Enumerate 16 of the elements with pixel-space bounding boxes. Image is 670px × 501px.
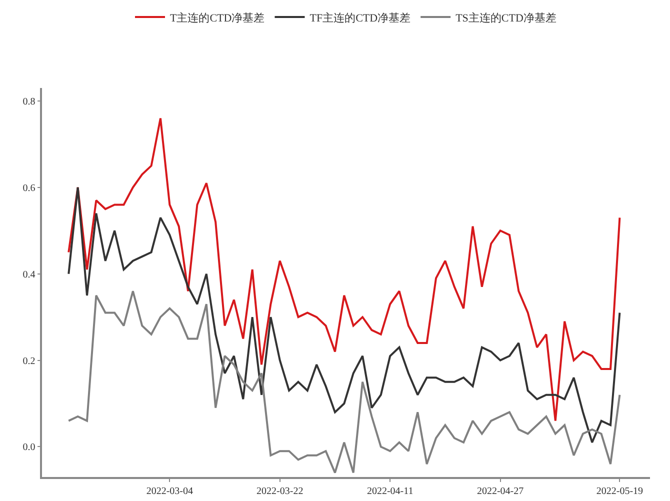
x-tick-label: 2022-05-19 <box>596 486 644 497</box>
line-series <box>68 117 621 422</box>
x-tick-label: 2022-03-22 <box>256 486 304 497</box>
legend-label: TS主连的CTD净基差 <box>456 11 556 24</box>
y-tick-label: 0.8 <box>22 96 36 108</box>
line-series <box>68 290 621 474</box>
y-tick-label: 0.4 <box>22 269 36 280</box>
legend-label: TF主连的CTD净基差 <box>310 11 411 24</box>
y-tick-label: 0.2 <box>22 356 36 367</box>
x-tick-label: 2022-04-27 <box>476 486 524 497</box>
x-tick-label: 2022-04-11 <box>366 486 414 497</box>
x-tick-label: 2022-03-04 <box>146 486 193 497</box>
legend-label: T主连的CTD净基差 <box>170 11 265 24</box>
y-tick-label: 0.6 <box>22 182 36 194</box>
line-series <box>68 186 621 444</box>
y-tick-label: 0.0 <box>22 442 36 454</box>
